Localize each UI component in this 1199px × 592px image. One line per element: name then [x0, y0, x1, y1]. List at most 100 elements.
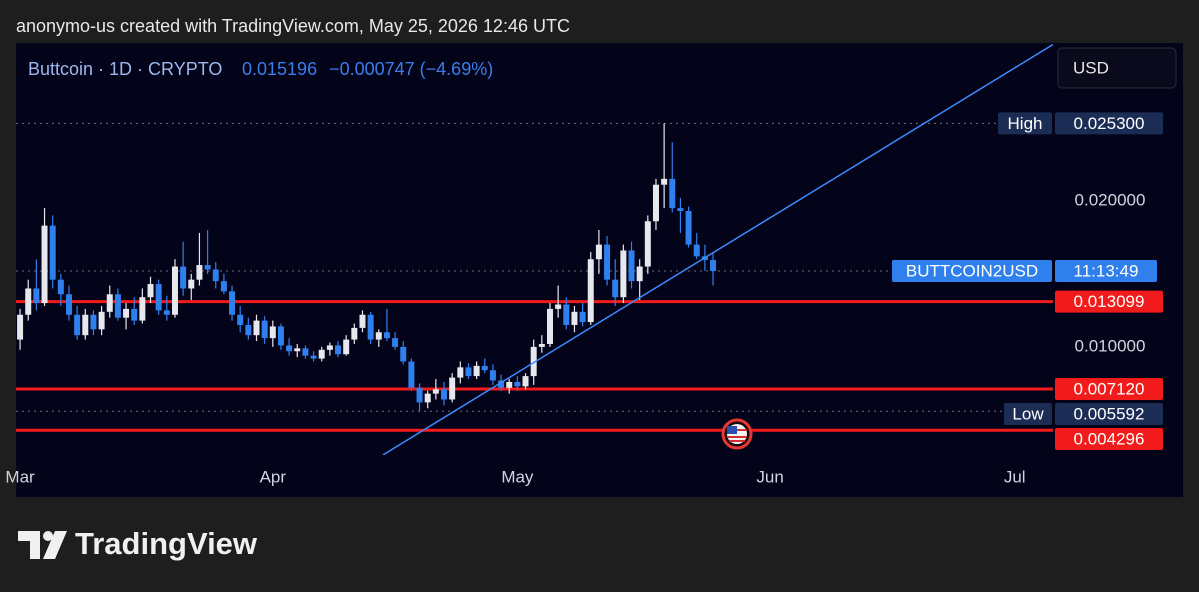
x-tick-label: Jun — [756, 467, 783, 486]
price-label-box — [1055, 290, 1163, 313]
side-label-box — [1004, 402, 1052, 425]
candle-body — [579, 311, 586, 323]
price-label: 0.013099 — [1074, 292, 1145, 311]
axes: Mar Apr May Jun Jul 0.010000 0.020000 0.025300 H… — [5, 112, 1163, 486]
candle-body — [343, 339, 350, 355]
candle-body — [114, 294, 121, 318]
candle-body — [489, 370, 496, 381]
price-label: 11:13:49 — [1074, 261, 1139, 280]
candle-body — [98, 311, 105, 330]
candle-body — [555, 304, 562, 309]
candle-body — [25, 288, 32, 315]
candle-body — [220, 281, 227, 292]
candle-body — [139, 297, 146, 321]
candle-body — [253, 320, 260, 336]
price-label: 0.007120 — [1074, 379, 1145, 398]
candle-body — [530, 346, 537, 377]
price-label-box — [1055, 427, 1163, 450]
trendline — [382, 43, 1053, 455]
candle-body — [432, 389, 439, 394]
candle-body — [522, 376, 529, 387]
candle-body — [661, 178, 668, 185]
candle-body — [367, 314, 374, 340]
candle-body — [620, 250, 627, 298]
price-label: 0.025300 — [1074, 114, 1145, 133]
candle-body — [636, 266, 643, 282]
candle-body — [155, 284, 162, 311]
candle-body — [424, 393, 431, 403]
candle-body — [57, 279, 64, 295]
candle-body — [17, 314, 24, 340]
candle-body — [147, 284, 154, 298]
price-label-box — [1055, 377, 1163, 400]
candle-body — [41, 225, 48, 304]
candle-body — [457, 367, 464, 378]
candle-body — [538, 343, 545, 347]
candle-body — [302, 348, 309, 356]
candle-body — [612, 279, 619, 298]
candle-body — [400, 346, 407, 362]
y-tick-label: 0.010000 — [1075, 336, 1146, 355]
candle-body — [286, 345, 293, 352]
plot-area — [16, 43, 1053, 455]
credit: anonymo-us created with TradingView.com,… — [16, 16, 570, 36]
candle-body — [196, 265, 203, 280]
side-label: BUTTCOIN2USD — [906, 261, 1038, 280]
side-label-box — [998, 112, 1052, 135]
symbol-title: Buttcoin · 1D · CRYPTO — [28, 59, 222, 79]
candle-body — [359, 314, 366, 328]
x-tick-label: May — [501, 467, 534, 486]
candle-body — [65, 294, 72, 315]
price-label-box — [1055, 259, 1157, 282]
candle-body — [693, 244, 700, 257]
candle-body — [33, 288, 40, 304]
candle-body — [481, 365, 488, 371]
candle-body — [408, 361, 415, 388]
candle-body — [449, 377, 456, 400]
candle-body — [685, 211, 692, 245]
currency-label: USD — [1073, 58, 1109, 77]
candle-body — [261, 320, 268, 339]
candle-body — [90, 314, 97, 330]
candle-body — [498, 380, 505, 388]
candle-body — [204, 265, 211, 270]
candle-body — [604, 244, 611, 280]
candle-body — [351, 327, 358, 340]
candle-body — [506, 381, 513, 388]
candle-body — [74, 314, 81, 336]
brand-logo — [18, 531, 67, 559]
candle-body — [49, 225, 56, 280]
candle-body — [644, 221, 651, 267]
candle-body — [237, 314, 244, 325]
candle-body — [163, 310, 170, 315]
y-tick-label: 0.020000 — [1075, 190, 1146, 209]
candle-body — [375, 332, 382, 340]
candle-body — [628, 250, 635, 282]
candle-body — [473, 365, 480, 377]
candle-body — [587, 259, 594, 323]
candle-body — [277, 326, 284, 346]
candle-body — [677, 208, 684, 212]
candle-body — [546, 308, 553, 344]
candle-body — [82, 314, 89, 336]
candle-body — [669, 178, 676, 209]
candle-body — [229, 291, 236, 315]
candle-body — [131, 308, 138, 321]
candle-body — [416, 387, 423, 403]
candle-body — [710, 260, 717, 271]
currency-button[interactable] — [1057, 47, 1177, 89]
x-tick-label: Mar — [5, 467, 35, 486]
candle-body — [188, 279, 195, 289]
candle-body — [465, 367, 472, 377]
side-label: High — [1008, 114, 1043, 133]
candle-body — [652, 184, 659, 222]
candle-body — [392, 338, 399, 347]
candle-body — [563, 304, 570, 325]
brand-name: TradingView — [75, 526, 258, 561]
candle-body — [294, 348, 301, 352]
price-label: 0.004296 — [1074, 429, 1145, 448]
candle-body — [245, 324, 252, 336]
event-flag — [721, 418, 753, 450]
